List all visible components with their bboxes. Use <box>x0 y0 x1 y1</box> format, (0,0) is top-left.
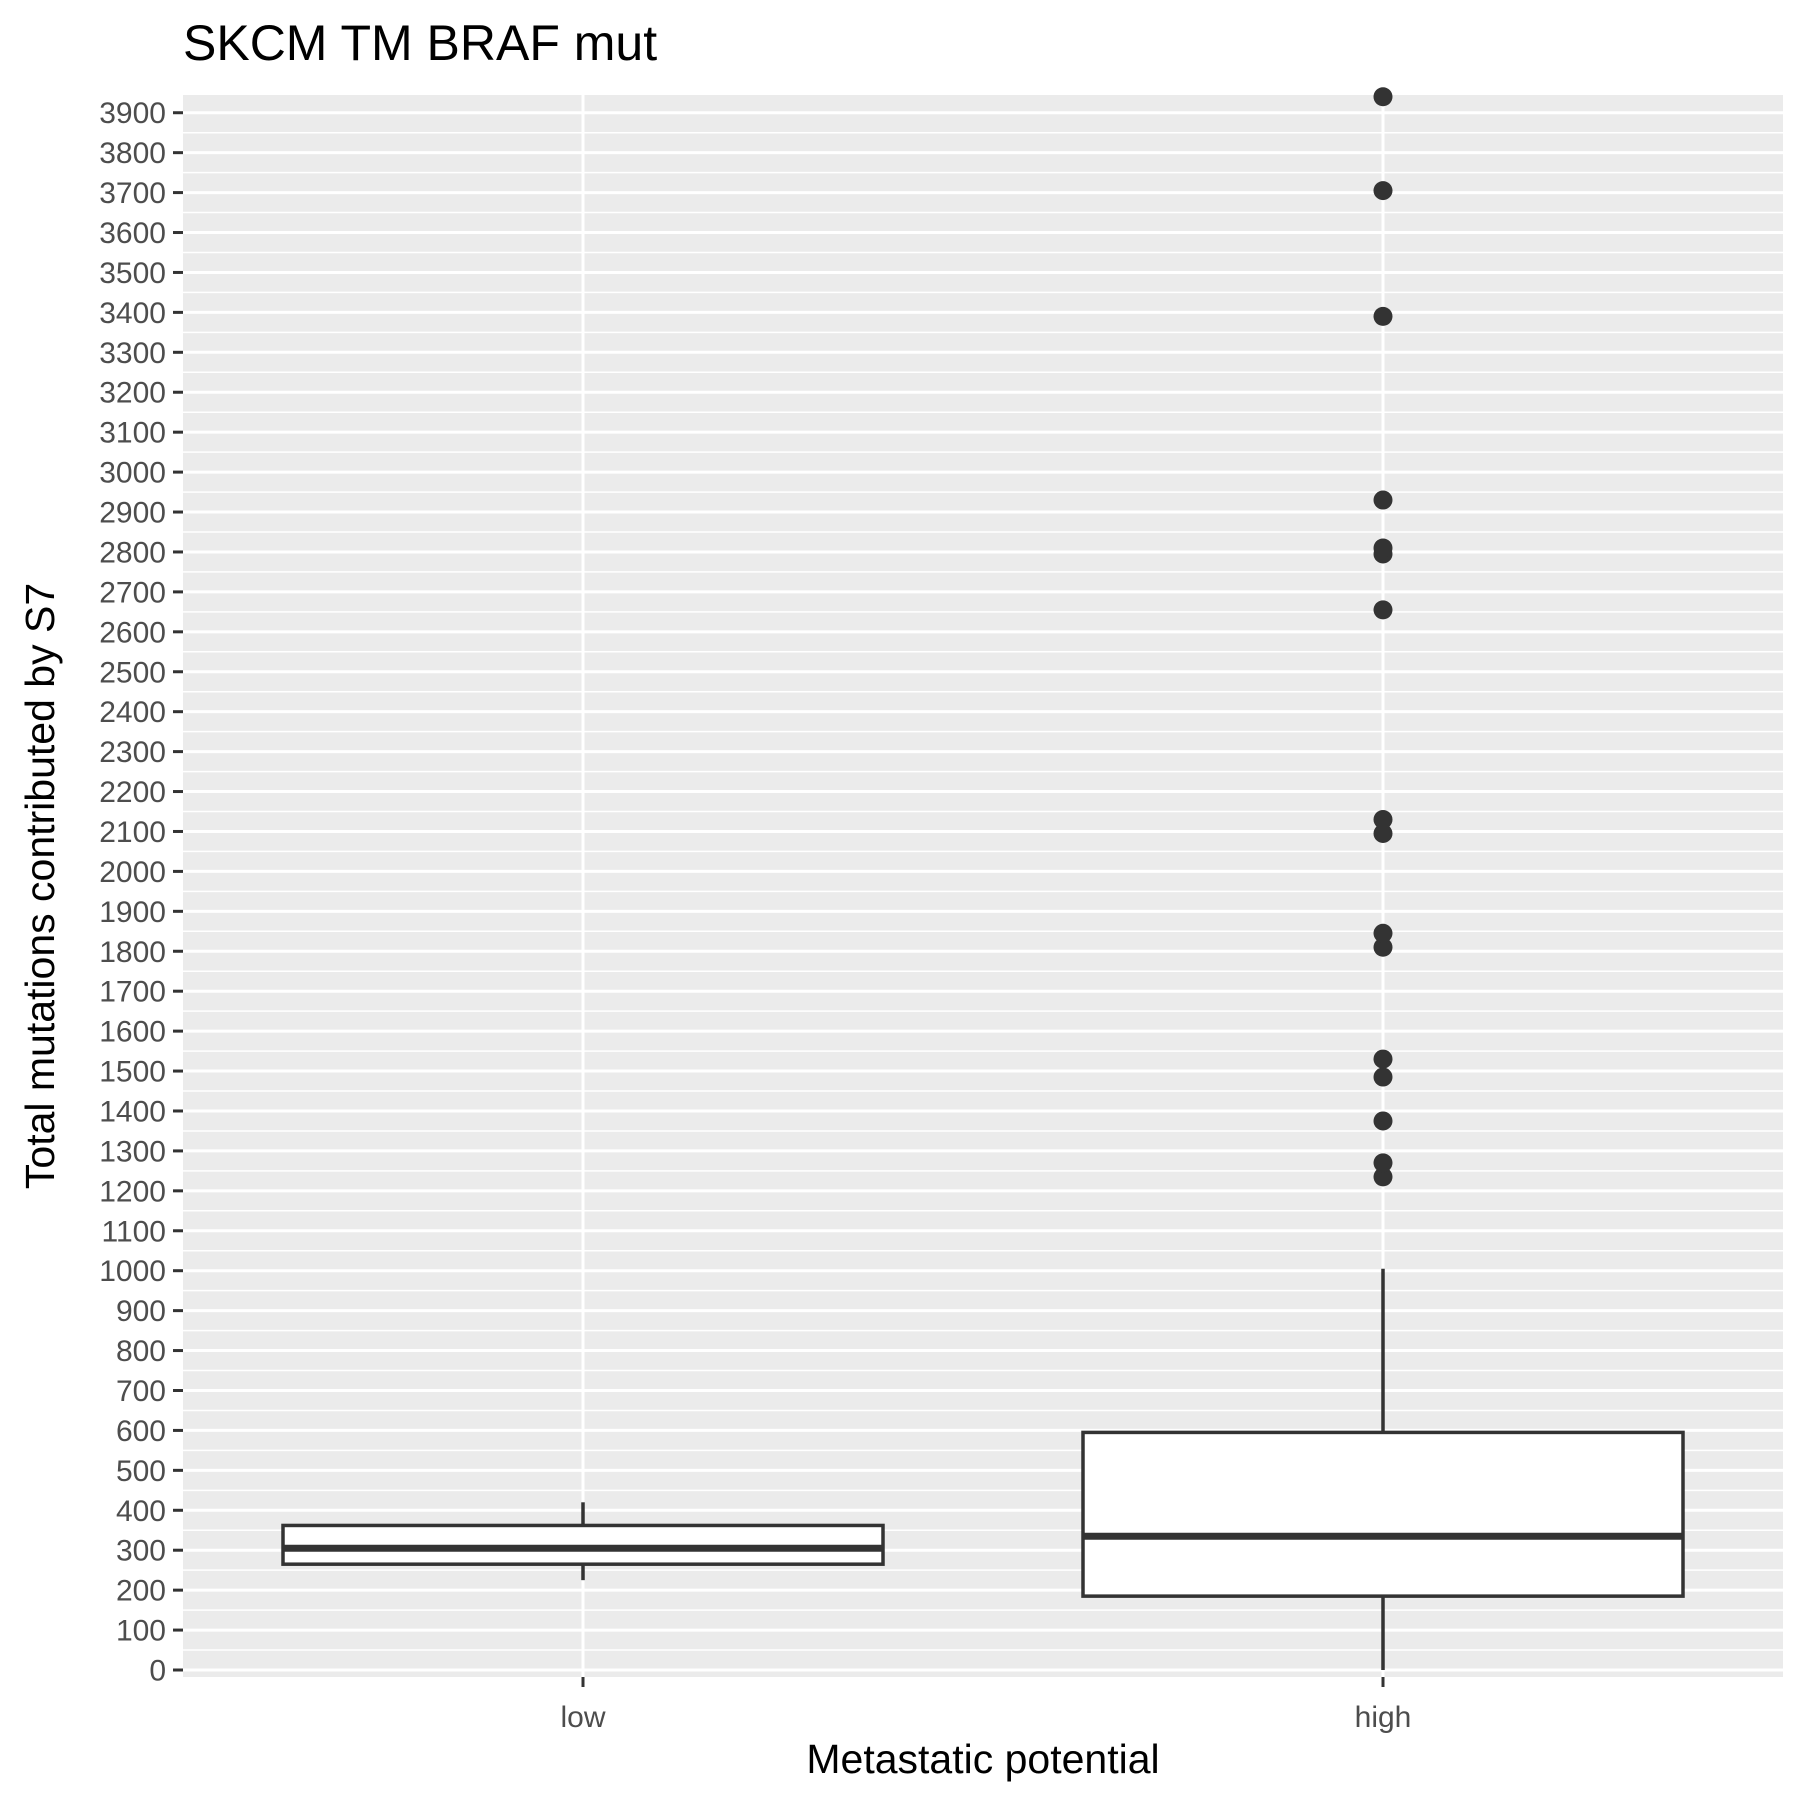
y-tick-label: 400 <box>116 1495 166 1528</box>
y-tick-label: 3700 <box>99 177 166 210</box>
y-tick-label: 2800 <box>99 536 166 569</box>
y-tick-label: 2900 <box>99 497 166 530</box>
y-tick-label: 1800 <box>99 936 166 969</box>
y-tick-label: 900 <box>116 1295 166 1328</box>
y-tick-label: 2700 <box>99 576 166 609</box>
y-tick-label: 2600 <box>99 616 166 649</box>
y-tick-label: 3200 <box>99 377 166 410</box>
y-tick-label: 300 <box>116 1535 166 1568</box>
outlier-point <box>1373 1049 1393 1069</box>
x-tick-label-low: low <box>560 1701 605 1734</box>
outlier-point <box>1373 87 1393 107</box>
y-tick-label: 3600 <box>99 217 166 250</box>
y-tick-label: 1200 <box>99 1175 166 1208</box>
y-tick-label: 3300 <box>99 337 166 370</box>
box-high <box>1081 87 1685 1670</box>
y-tick-label: 2300 <box>99 736 166 769</box>
y-tick-label: 3900 <box>99 97 166 130</box>
y-tick-label: 3000 <box>99 457 166 490</box>
y-tick-label: 200 <box>116 1575 166 1608</box>
y-tick-label: 1100 <box>101 1215 166 1248</box>
y-tick-label: 100 <box>116 1615 166 1648</box>
outlier-point <box>1373 306 1393 326</box>
y-tick-label: 800 <box>116 1335 166 1368</box>
plot-panel <box>183 95 1783 1677</box>
y-tick-label: 2400 <box>99 696 166 729</box>
outlier-point <box>1373 1167 1393 1187</box>
y-tick-label: 2100 <box>99 816 166 849</box>
y-tick-label: 500 <box>116 1455 166 1488</box>
outlier-point <box>1373 600 1393 620</box>
y-tick-label: 1500 <box>99 1056 166 1089</box>
x-tick-label-high: high <box>1355 1701 1412 1734</box>
y-tick-label: 3400 <box>99 297 166 330</box>
y-tick-label: 2000 <box>99 856 166 889</box>
outlier-point <box>1373 538 1393 558</box>
y-axis: 0 100 200 300 400 500 600 700 800 900 1000 1100 1200… <box>99 97 183 1688</box>
chart-title: SKCM TM BRAF mut <box>183 15 657 71</box>
box-low <box>281 1502 885 1581</box>
outlier-point <box>1373 1111 1393 1131</box>
outlier-point <box>1373 823 1393 843</box>
y-tick-label: 1600 <box>99 1016 166 1049</box>
x-axis: low high <box>560 1677 1411 1734</box>
y-tick-label: 1700 <box>99 976 166 1009</box>
y-tick-label: 600 <box>116 1415 166 1448</box>
y-tick-label: 3800 <box>99 137 166 170</box>
iqr-box <box>1081 1430 1685 1598</box>
boxes <box>281 87 1685 1670</box>
outlier-point <box>1373 809 1393 829</box>
y-tick-label: 700 <box>116 1375 166 1408</box>
x-axis-title: Metastatic potential <box>806 1736 1159 1782</box>
outlier-point <box>1373 1067 1393 1087</box>
outlier-point <box>1373 1153 1393 1173</box>
y-tick-label: 3500 <box>99 257 166 290</box>
y-tick-label: 3100 <box>99 417 166 450</box>
outlier-point <box>1373 181 1393 201</box>
outlier-point <box>1373 923 1393 943</box>
y-tick-label: 0 <box>149 1655 166 1688</box>
y-tick-label: 1300 <box>99 1135 166 1168</box>
y-tick-label: 1400 <box>99 1095 166 1128</box>
y-tick-label: 2500 <box>99 656 166 689</box>
outlier-point <box>1373 937 1393 957</box>
outlier-point <box>1373 490 1393 510</box>
y-axis-title: Total mutations contributed by S7 <box>17 583 63 1189</box>
y-tick-label: 1900 <box>99 896 166 929</box>
y-tick-label: 1000 <box>99 1255 166 1288</box>
y-tick-label: 2200 <box>99 776 166 809</box>
